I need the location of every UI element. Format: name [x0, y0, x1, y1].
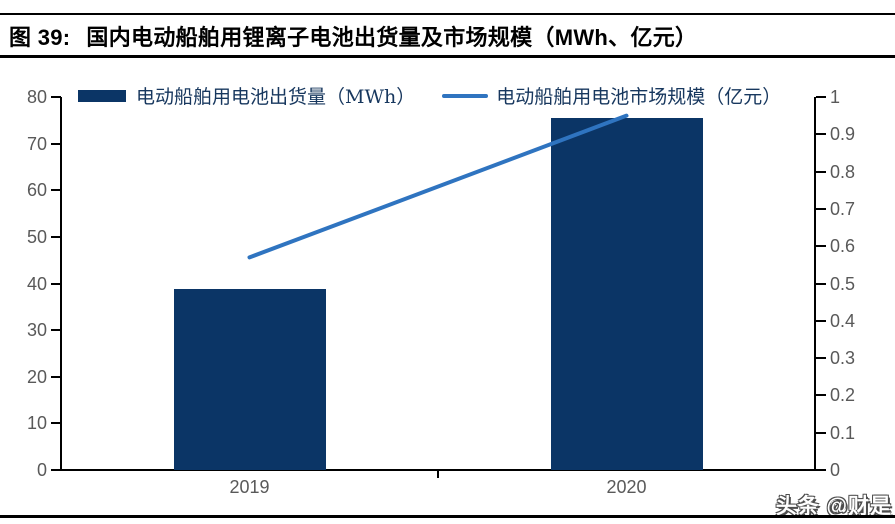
y-axis-right-tick: [816, 357, 826, 360]
y-axis-right-tick: [816, 431, 826, 434]
figure-title-text: 国内电动船舶用锂离子电池出货量及市场规模（MWh、亿元）: [86, 25, 698, 50]
line-series-swatch: [442, 93, 489, 98]
y-axis-left-tick-label: 30: [26, 320, 47, 341]
y-axis-right-tick: [816, 245, 826, 248]
legend-label-shipments: 电动船舶用电池出货量（MWh）: [136, 86, 416, 108]
title-divider: [0, 55, 895, 58]
x-axis-category-label: 2019: [229, 477, 270, 497]
y-axis-right-tick: [816, 319, 826, 322]
x-axis-boundary-tick: [437, 471, 439, 478]
y-axis-right-tick: [816, 170, 826, 173]
y-axis-right-tick-label: 0.2: [830, 385, 856, 406]
y-axis-left-tick: [51, 422, 61, 425]
y-axis-right-tick-label: 0.9: [830, 124, 856, 145]
figure-number-label: 图 39:: [9, 25, 71, 50]
y-axis-right-tick-label: 0: [830, 460, 841, 480]
y-axis-left-tick-label: 40: [26, 273, 47, 294]
y-axis-right-tick-label: 0.6: [830, 236, 856, 257]
legend-label-market-size: 电动船舶用电池市场规模（亿元）: [496, 86, 782, 108]
y-axis-left-tick: [51, 142, 61, 145]
y-axis-left-tick: [51, 189, 61, 192]
y-axis-right-tick: [816, 394, 826, 397]
y-axis-right: [814, 97, 816, 470]
legend-item-market-size: 电动船舶用电池市场规模（亿元）: [442, 82, 781, 109]
figure-title: 图 39: 国内电动船舶用锂离子电池出货量及市场规模（MWh、亿元）: [9, 20, 697, 52]
y-axis-right-tick: [816, 282, 826, 285]
bar-series-swatch: [78, 89, 126, 102]
legend-item-shipments: 电动船舶用电池出货量（MWh）: [78, 82, 415, 109]
y-axis-right-tick: [816, 96, 826, 98]
bar-2020: [550, 117, 703, 470]
y-axis-right-tick-label: 0.3: [830, 348, 856, 369]
y-axis-left-tick-label: 60: [26, 180, 47, 201]
y-axis-left-tick-label: 20: [26, 366, 47, 387]
y-axis-left-tick: [51, 96, 61, 98]
y-axis-left-tick-label: 10: [26, 413, 47, 434]
y-axis-right-tick-label: 0.4: [830, 310, 856, 331]
figure-bottom-border: [0, 515, 895, 518]
y-axis-right-tick: [816, 133, 826, 136]
y-axis-right-tick-label: 0.1: [830, 422, 856, 443]
y-axis-right-tick-label: 0.8: [830, 161, 856, 182]
y-axis-right-tick-label: 0.5: [830, 273, 856, 294]
y-axis-left-tick: [51, 282, 61, 285]
y-axis-left-tick-label: 70: [26, 133, 47, 154]
y-axis-left-tick-label: 0: [36, 460, 47, 480]
y-axis-right-tick: [816, 207, 826, 210]
y-axis-right-tick-label: 0.7: [830, 198, 856, 219]
x-axis-category-label: 2020: [606, 477, 647, 497]
bar-2019: [173, 289, 326, 470]
y-axis-left-tick: [51, 469, 61, 471]
figure-top-border: [0, 13, 895, 15]
y-axis-right-tick-label: 1: [830, 87, 841, 107]
x-axis: [60, 469, 816, 471]
y-axis-left-tick: [51, 329, 61, 332]
y-axis-left-tick: [51, 235, 61, 238]
y-axis-left: [60, 97, 62, 470]
y-axis-right-tick: [816, 469, 826, 471]
y-axis-left-tick: [51, 375, 61, 378]
y-axis-left-tick-label: 80: [26, 87, 47, 107]
watermark: 头条 @财是: [775, 495, 892, 518]
chart-legend: 电动船舶用电池出货量（MWh） 电动船舶用电池市场规模（亿元）: [78, 82, 781, 109]
y-axis-left-tick-label: 50: [26, 226, 47, 247]
